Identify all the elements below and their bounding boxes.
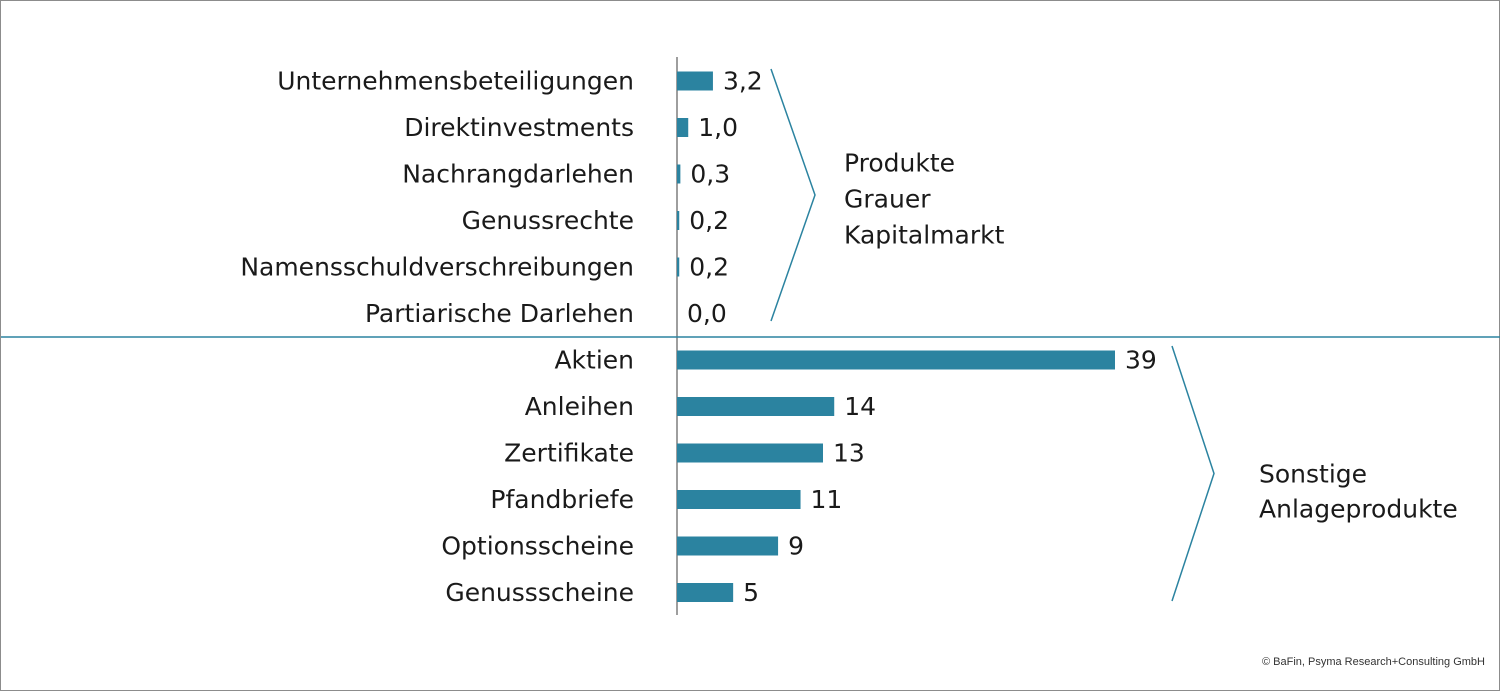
bar xyxy=(677,583,734,602)
value-label: 5 xyxy=(743,578,759,607)
value-label: 0,3 xyxy=(690,160,730,189)
group-bracket xyxy=(1171,345,1215,602)
copyright-credit: © BaFin, Psyma Research+Consulting GmbH xyxy=(1262,656,1485,668)
category-label: Direktinvestments xyxy=(404,113,634,142)
bar xyxy=(677,118,689,137)
category-label: Genussrechte xyxy=(462,206,634,235)
group-bracket xyxy=(770,68,816,322)
category-label: Nachrangdarlehen xyxy=(402,160,634,189)
group-label: Sonstige xyxy=(1259,460,1367,489)
value-label: 14 xyxy=(844,392,876,421)
category-label: Anleihen xyxy=(525,392,634,421)
category-label: Optionsscheine xyxy=(441,532,634,561)
bar xyxy=(677,71,713,91)
value-label: 3,2 xyxy=(723,67,763,96)
category-label: Zertifikate xyxy=(504,439,634,468)
value-label: 0,2 xyxy=(689,253,729,282)
category-label: Genussscheine xyxy=(445,578,634,607)
bar xyxy=(677,350,1115,370)
category-label: Pfandbriefe xyxy=(490,485,634,514)
bar xyxy=(677,211,680,230)
value-label: 11 xyxy=(811,485,843,514)
value-label: 9 xyxy=(788,532,804,561)
group-label: Grauer xyxy=(844,185,931,214)
value-label: 39 xyxy=(1125,346,1157,375)
group-label: Produkte xyxy=(844,149,955,178)
value-label: 1,0 xyxy=(698,113,738,142)
value-label: 0,2 xyxy=(689,206,729,235)
bar xyxy=(677,490,801,509)
group-label: Anlageprodukte xyxy=(1259,495,1458,524)
bar xyxy=(677,443,823,463)
category-label: Unternehmensbeteiligungen xyxy=(277,67,634,96)
bar xyxy=(677,536,779,556)
category-label: Aktien xyxy=(554,346,634,375)
bar xyxy=(677,164,681,184)
group-label: Kapitalmarkt xyxy=(844,221,1005,250)
bar xyxy=(677,257,680,277)
bar xyxy=(677,397,835,416)
category-label: Partiarische Darlehen xyxy=(365,299,634,328)
value-label: 13 xyxy=(833,439,865,468)
category-label: Namensschuldverschreibungen xyxy=(240,253,634,282)
value-label: 0,0 xyxy=(687,299,727,328)
